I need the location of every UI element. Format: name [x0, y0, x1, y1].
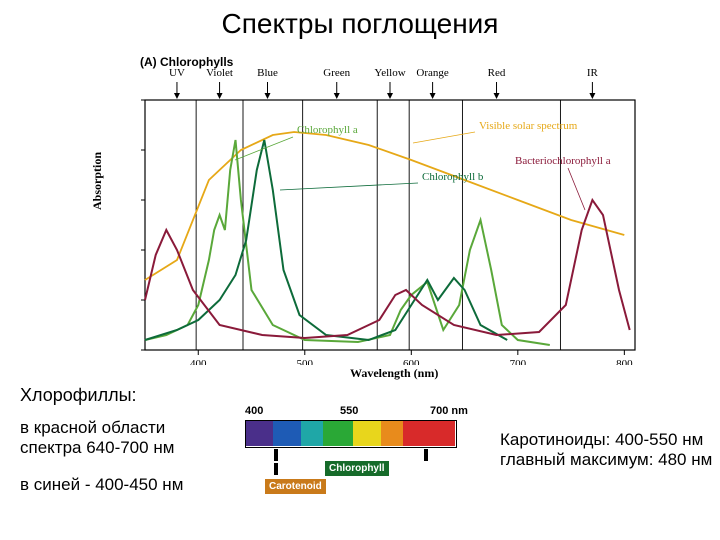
svg-text:Chlorophyll a: Chlorophyll a — [297, 124, 358, 136]
svg-text:Bacteriochlorophyll a: Bacteriochlorophyll a — [515, 155, 611, 167]
carotenoid-mark — [274, 463, 278, 475]
svg-text:Violet: Violet — [206, 67, 233, 79]
svg-text:Orange: Orange — [416, 67, 448, 79]
svg-text:Chlorophyll b: Chlorophyll b — [422, 171, 484, 183]
red-region-text: в красной областиспектра 640-700 нм — [20, 418, 174, 459]
svg-text:600: 600 — [403, 358, 420, 365]
nm-label: 550 — [340, 405, 358, 417]
absorption-chart: UV Violet Blue Green Yellow Orange Red IR 400 500… — [125, 55, 655, 365]
nm-label: 400 — [245, 405, 263, 417]
svg-text:UV: UV — [169, 67, 185, 79]
nm-label: 700 nm — [430, 405, 468, 417]
spectrum-diagram: 400 550 700 nm Chlorophyll Carotenoid — [245, 405, 475, 505]
svg-text:IR: IR — [587, 67, 599, 79]
chlorophyll-mark — [424, 449, 428, 461]
svg-text:700: 700 — [510, 358, 527, 365]
svg-text:500: 500 — [297, 358, 314, 365]
svg-text:400: 400 — [190, 358, 207, 365]
chlorophyll-mark — [274, 449, 278, 461]
page-title: Спектры поглощения — [0, 8, 720, 40]
chlorophylls-heading: Хлорофиллы: — [20, 385, 137, 406]
svg-text:800: 800 — [616, 358, 633, 365]
blue-region-text: в синей - 400-450 нм — [20, 475, 183, 495]
svg-text:Blue: Blue — [257, 67, 278, 79]
carotenoid-label: Carotenoid — [265, 479, 326, 494]
svg-text:Green: Green — [323, 67, 350, 79]
svg-text:Red: Red — [488, 67, 506, 79]
chlorophyll-label: Chlorophyll — [325, 461, 389, 476]
spectrum-bar-border — [245, 420, 457, 448]
chart-area: (A) Chlorophylls UVVioletBlueGreenYellow… — [125, 55, 655, 365]
y-axis-label: Absorption — [90, 152, 105, 210]
carotenoids-text: Каротиноиды: 400-550 нмглавный максимум:… — [500, 430, 712, 471]
svg-text:Visible solar spectrum: Visible solar spectrum — [479, 120, 578, 132]
svg-text:Yellow: Yellow — [374, 67, 405, 79]
x-axis-label: Wavelength (nm) — [350, 366, 438, 381]
